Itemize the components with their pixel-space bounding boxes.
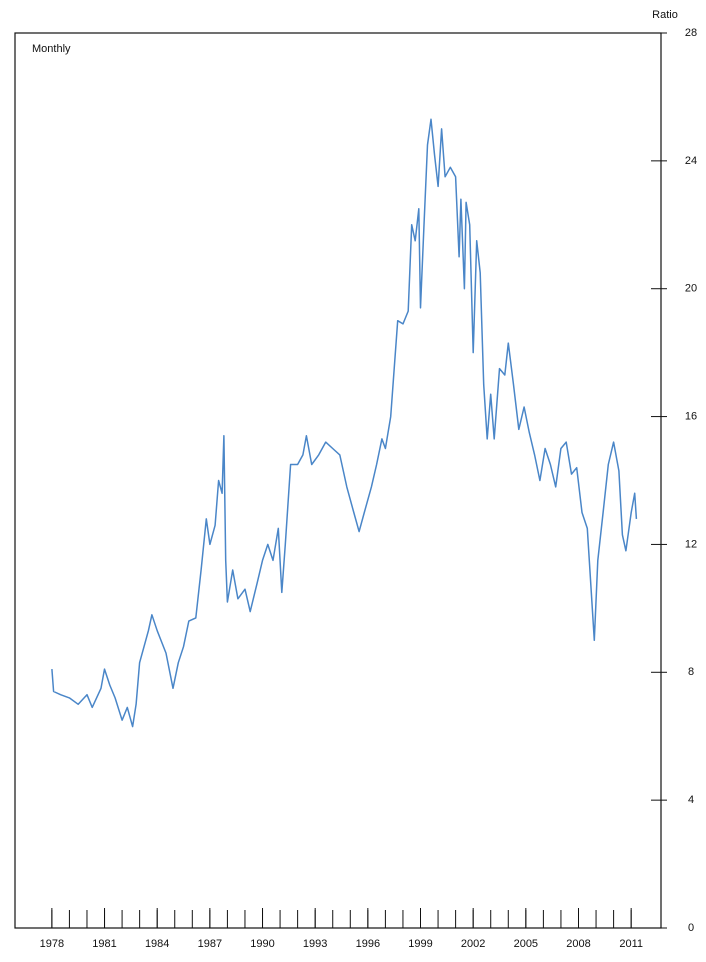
- annotation: Monthly: [32, 43, 71, 55]
- x-tick-label: 1978: [40, 938, 64, 950]
- y-tick-label: 0: [688, 922, 694, 934]
- y-tick-label: 28: [685, 27, 697, 39]
- axis-label: Ratio: [652, 9, 678, 21]
- x-tick-label: 2008: [566, 938, 590, 950]
- y-tick-label: 20: [685, 283, 697, 295]
- x-tick-label: 1981: [92, 938, 116, 950]
- x-tick-label: 1990: [250, 938, 274, 950]
- x-tick-label: 2011: [619, 938, 643, 950]
- x-tick-label: 1987: [198, 938, 222, 950]
- x-tick-label: 1993: [303, 938, 327, 950]
- y-tick-label: 24: [685, 155, 697, 167]
- x-tick-label: 2005: [514, 938, 538, 950]
- data-line: [51, 118, 638, 728]
- x-tick-label: 2002: [461, 938, 485, 950]
- x-tick-label: 1996: [356, 938, 380, 950]
- y-tick-label: 8: [688, 666, 694, 678]
- x-tick-label: 1984: [145, 938, 169, 950]
- y-tick-label: 4: [688, 794, 694, 806]
- y-tick-label: 16: [685, 410, 697, 422]
- y-tick-label: 12: [685, 538, 697, 550]
- x-tick-label: 1999: [408, 938, 432, 950]
- plot-frame: [14, 32, 662, 929]
